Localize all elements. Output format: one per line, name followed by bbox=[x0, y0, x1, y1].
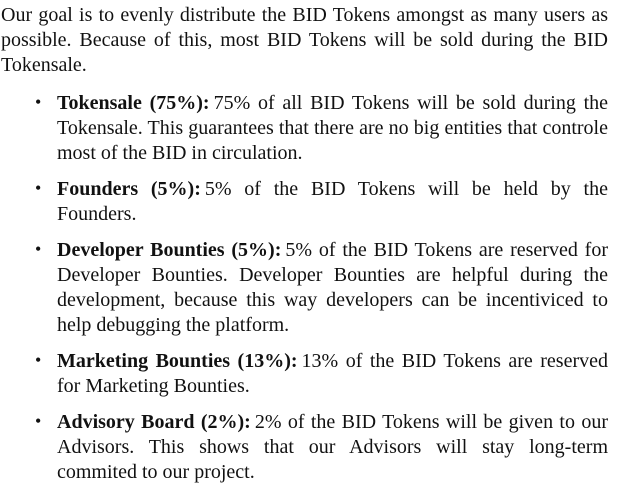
item-text: 5% of the BID Tokens are reserved for De… bbox=[57, 239, 608, 336]
item-text: 75% of all BID Tokens will be sold durin… bbox=[57, 92, 608, 164]
item-text: 13% of the BID Tokens are reserved for M… bbox=[57, 350, 608, 397]
item-text: 2% of the BID Tokens will be given to ou… bbox=[57, 411, 608, 483]
list-item-advisory-board: • Advisory Board (2%): 2% of the BID Toke… bbox=[1, 410, 608, 485]
bullet-icon: • bbox=[35, 350, 42, 370]
item-label: Founders (5%): bbox=[57, 178, 201, 200]
item-label: Tokensale (75%): bbox=[57, 92, 210, 114]
bullet-icon: • bbox=[35, 178, 42, 198]
list-item-marketing-bounties: • Marketing Bounties (13%): 13% of the BI… bbox=[1, 349, 608, 399]
token-distribution-list: • Tokensale (75%): 75% of all BID Tokens … bbox=[1, 91, 608, 485]
bullet-icon: • bbox=[35, 411, 42, 431]
list-item-developer-bounties: • Developer Bounties (5%): 5% of the BID … bbox=[1, 238, 608, 338]
item-text: 5% of the BID Tokens will be held by the… bbox=[57, 178, 608, 225]
item-label: Advisory Board (2%): bbox=[57, 411, 251, 433]
item-label: Developer Bounties (5%): bbox=[57, 239, 282, 261]
bullet-icon: • bbox=[35, 239, 42, 259]
bullet-icon: • bbox=[35, 92, 42, 112]
intro-paragraph: Our goal is to evenly distribute the BID… bbox=[1, 4, 608, 76]
item-label: Marketing Bounties (13%): bbox=[57, 350, 298, 372]
list-item-founders: • Founders (5%): 5% of the BID Tokens wil… bbox=[1, 177, 608, 227]
list-item-tokensale: • Tokensale (75%): 75% of all BID Tokens … bbox=[1, 91, 608, 166]
